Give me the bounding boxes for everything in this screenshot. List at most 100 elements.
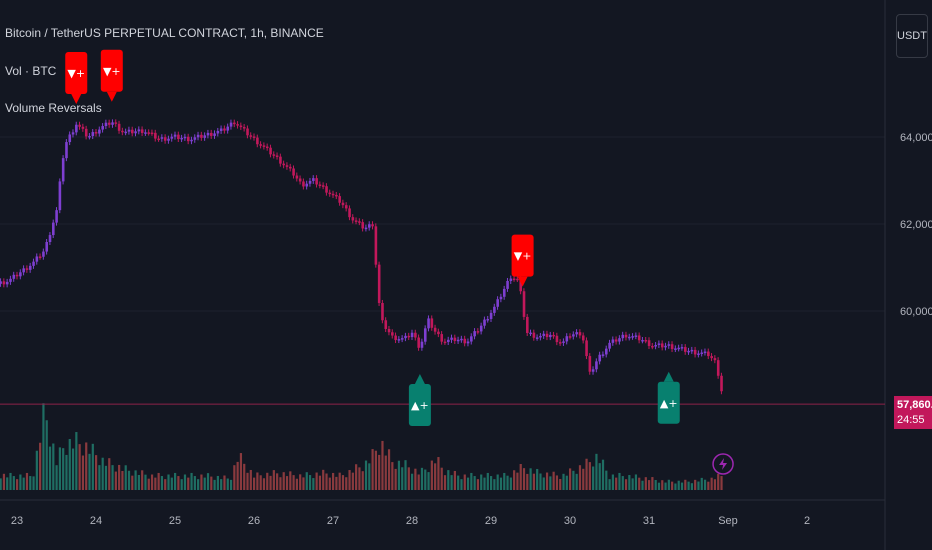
volume-bar — [226, 478, 229, 490]
volume-bar — [213, 479, 216, 490]
volume-bar — [210, 476, 213, 490]
volume-bar — [450, 475, 453, 490]
candle-body — [499, 296, 503, 300]
candle-body — [651, 345, 654, 348]
candle-body — [81, 126, 85, 129]
volume-bar — [78, 444, 81, 490]
volume-bar — [68, 439, 71, 490]
candle-body — [427, 318, 430, 329]
candle-body — [674, 348, 677, 350]
candle-body — [572, 334, 575, 337]
candle-body — [598, 354, 602, 362]
volume-bar — [295, 478, 298, 490]
indicator-legend[interactable]: Volume Reversals — [5, 101, 102, 115]
volume-bar — [91, 443, 94, 490]
currency-button[interactable]: USDT — [896, 14, 928, 58]
volume-bar — [220, 479, 223, 490]
candle-body — [631, 336, 634, 338]
symbol-legend[interactable]: Bitcoin / TetherUS PERPETUAL CONTRACT, 1… — [5, 26, 324, 40]
volume-bar — [335, 476, 338, 490]
candle-body — [684, 347, 687, 352]
candle-body — [667, 344, 671, 346]
volume-bar — [595, 453, 598, 490]
volume-bar — [578, 465, 582, 490]
volume-bar — [197, 479, 200, 490]
x-tick-label: 2 — [804, 515, 810, 527]
candle-body — [265, 146, 269, 149]
volume-bar — [338, 472, 341, 490]
volume-bar — [559, 478, 562, 490]
candle-body — [506, 280, 509, 289]
candle-body — [78, 124, 81, 127]
volume-bar — [203, 477, 206, 490]
candle-body — [358, 221, 361, 223]
volume-bar — [542, 477, 545, 490]
volume-bar — [466, 477, 470, 490]
volume-bar — [223, 475, 226, 490]
volume-bar — [144, 474, 147, 490]
candle-body — [131, 129, 134, 134]
volume-bar — [358, 467, 361, 490]
volume-bar — [312, 478, 315, 490]
candle-body — [552, 334, 555, 337]
candle-body — [535, 337, 539, 339]
volume-bar — [700, 477, 703, 490]
buy-signal-flag: ▲+ — [408, 373, 431, 426]
candle-body — [519, 279, 523, 292]
volume-bar — [565, 475, 568, 490]
y-tick-label: 62,000.0 — [900, 219, 932, 231]
volume-bar — [253, 477, 256, 490]
candle-body — [463, 338, 467, 344]
candle-body — [618, 338, 621, 342]
candle-body — [111, 122, 114, 125]
y-tick-label: 60,000.0 — [900, 306, 932, 318]
candle-body — [687, 350, 690, 353]
candle-body — [433, 327, 437, 332]
candle-body — [387, 328, 391, 333]
candle-body — [588, 356, 592, 372]
candle-body — [84, 128, 88, 137]
candle-body — [542, 333, 546, 336]
volume-bar — [720, 476, 723, 490]
volume-bar — [437, 457, 440, 490]
x-tick-label: 24 — [90, 515, 102, 527]
volume-bar — [157, 472, 160, 490]
lightning-icon-circle — [712, 453, 734, 475]
volume-bar — [621, 476, 624, 490]
candle-body — [644, 340, 648, 342]
volume-bar — [694, 479, 697, 490]
candle-body — [328, 192, 332, 195]
volume-bar — [440, 467, 443, 490]
candle-body — [58, 181, 62, 211]
volume-legend[interactable]: Vol · BTC — [5, 64, 57, 78]
volume-bar — [348, 470, 351, 490]
candle-body — [430, 318, 434, 328]
candle-body — [529, 332, 532, 335]
volume-bar — [328, 477, 331, 490]
volume-bar — [262, 478, 266, 490]
volume-bar — [25, 472, 29, 490]
candle-body — [121, 130, 124, 133]
candle-body — [226, 126, 230, 131]
volume-bar — [575, 473, 578, 490]
candle-body — [180, 137, 183, 140]
volume-bar — [378, 454, 381, 490]
volume-bar — [463, 474, 466, 490]
candle-body — [147, 132, 151, 134]
candle-body — [55, 210, 58, 223]
volume-bar — [374, 450, 377, 490]
volume-bar — [710, 477, 713, 490]
volume-bar — [332, 472, 335, 490]
candle-body — [2, 281, 6, 285]
volume-bar — [703, 479, 707, 490]
candle-body — [45, 242, 49, 252]
volume-bar — [657, 482, 661, 490]
candle-body — [9, 278, 12, 282]
volume-bar — [127, 470, 131, 490]
volume-bar — [150, 474, 154, 490]
volume-bar — [644, 477, 647, 490]
volume-bar — [52, 443, 55, 490]
volume-bar — [615, 477, 618, 490]
volume-bar — [654, 480, 657, 490]
